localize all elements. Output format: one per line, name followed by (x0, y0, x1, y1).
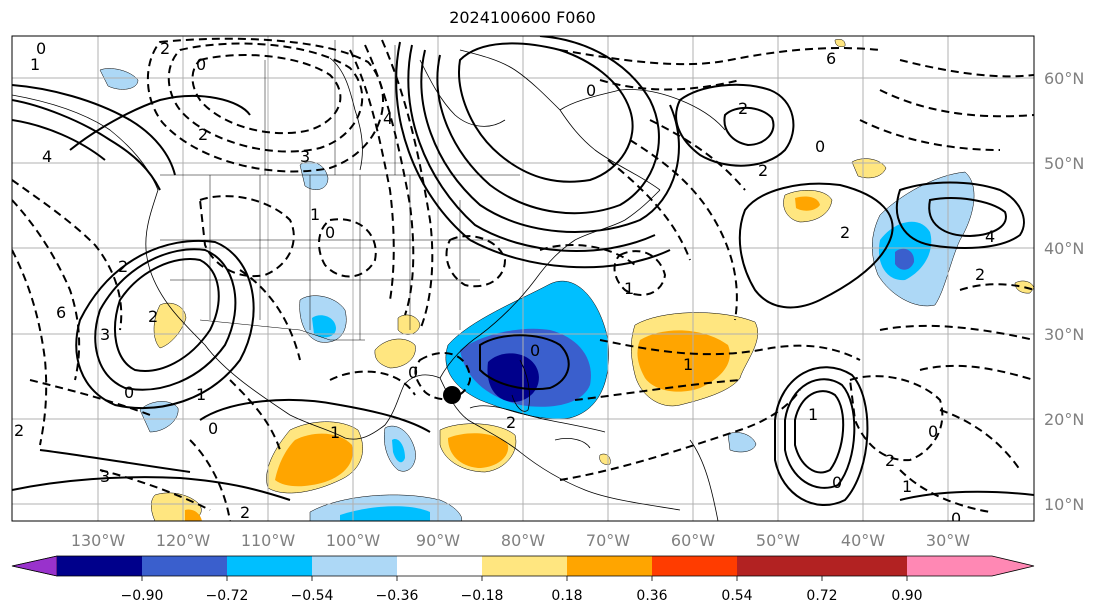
colorbar-segment (57, 556, 142, 576)
contour-label: 0 (36, 39, 46, 58)
colorbar-segment (227, 556, 312, 576)
latitude-label: 60°N (1044, 69, 1084, 88)
colorbar-segment (822, 556, 907, 576)
map-title: 2024100600 F060 (449, 8, 596, 27)
colorbar-tick-label: 0.54 (721, 588, 752, 604)
longitude-label: 110°W (241, 531, 296, 550)
longitude-label: 80°W (501, 531, 545, 550)
longitude-label: 30°W (926, 531, 970, 550)
colorbar-tick-label: 0.72 (806, 588, 837, 604)
contour-label: 0 (208, 419, 218, 438)
contour-label: 2 (118, 257, 128, 276)
contour-label: 4 (985, 227, 995, 246)
contour-label: 2 (198, 125, 208, 144)
map-border (11, 35, 1035, 522)
contour-label: 6 (826, 49, 836, 68)
contour-label: 3 (100, 325, 110, 344)
contour-label: 1 (330, 423, 340, 442)
colorbar-tick-label: −0.72 (206, 588, 249, 604)
contour-label: 0 (196, 55, 206, 74)
contour-label: 1 (683, 355, 693, 374)
shaded-anomalies (99, 39, 1034, 521)
contour-label: 6 (56, 303, 66, 322)
longitude-label: 90°W (416, 531, 460, 550)
latitude-label: 50°N (1044, 154, 1084, 173)
contour-labels: 0 2 1 4 2 1 0 3 4 2 6 3 2 0 1 2 3 0 2 1 … (14, 39, 995, 528)
contour-label: 2 (840, 223, 850, 242)
longitude-label: 60°W (671, 531, 715, 550)
longitude-label: 50°W (756, 531, 800, 550)
colorbar-extend-low (11, 555, 58, 577)
colorbar-tick-label: −0.90 (121, 588, 164, 604)
contour-label: 2 (975, 265, 985, 284)
latitude-label: 20°N (1044, 410, 1084, 429)
political-borders (160, 40, 520, 341)
latitude-axis: 60°N 50°N 40°N 30°N 20°N 10°N (1044, 69, 1084, 514)
contour-label: 0 (124, 383, 134, 402)
latitude-label: 40°N (1044, 239, 1084, 258)
contour-label: 2 (506, 413, 516, 432)
contour-label: 4 (42, 147, 52, 166)
contour-label: 0 (832, 473, 842, 492)
contour-label: 1 (808, 405, 818, 424)
contour-label: 4 (383, 109, 393, 128)
colorbar-tick-label: 0.90 (891, 588, 922, 604)
contour-label: 2 (14, 421, 24, 440)
colorbar-segment (567, 556, 652, 576)
longitude-label: 120°W (156, 531, 211, 550)
contour-label: 1 (902, 477, 912, 496)
coastlines (12, 49, 726, 521)
contour-label: 0 (325, 223, 335, 242)
colorbar-segment (482, 556, 567, 576)
colorbar-tick-label: −0.36 (376, 588, 419, 604)
colorbar-tick-label: −0.18 (461, 588, 504, 604)
contour-label: 1 (624, 279, 634, 298)
colorbar-segment (312, 556, 397, 576)
contour-label: 0 (928, 422, 938, 441)
contour-label: 1 (30, 55, 40, 74)
contour-label: 3 (300, 147, 310, 166)
contour-label: 0 (815, 137, 825, 156)
contour-label: 2 (738, 99, 748, 118)
longitude-label: 70°W (586, 531, 630, 550)
contour-label: 2 (148, 307, 158, 326)
longitude-label: 40°W (841, 531, 885, 550)
storm-center-marker (443, 386, 461, 404)
latitude-label: 30°N (1044, 325, 1084, 344)
colorbar-ticks (141, 576, 908, 581)
dashed-contours (12, 37, 1034, 521)
contour-label: 2 (758, 161, 768, 180)
contour-label: 1 (310, 205, 320, 224)
colorbar-tick-label: 0.18 (551, 588, 582, 604)
contour-label: 2 (885, 451, 895, 470)
colorbar: −0.90 −0.72 −0.54 −0.36 −0.18 0.18 0.36 … (11, 555, 1035, 604)
contour-label: 2 (160, 39, 170, 58)
colorbar-outline (11, 555, 1035, 577)
colorbar-tick-label: −0.54 (291, 588, 334, 604)
contour-label: 0 (586, 81, 596, 100)
solid-contours (12, 36, 1034, 506)
contour-label: 0 (530, 341, 540, 360)
colorbar-segment (737, 556, 822, 576)
colorbar-segment (397, 556, 482, 576)
contour-label: 1 (196, 385, 206, 404)
longitude-label: 100°W (326, 531, 381, 550)
contour-label: 3 (100, 467, 110, 486)
graticule (12, 36, 1034, 521)
longitude-axis: 130°W 120°W 110°W 100°W 90°W 80°W 70°W 6… (71, 531, 970, 550)
contour-label: 0 (951, 509, 961, 528)
longitude-label: 130°W (71, 531, 126, 550)
contour-label: 0 (408, 363, 418, 382)
colorbar-segment (652, 556, 737, 576)
colorbar-tick-label: 0.36 (636, 588, 667, 604)
colorbar-segment (142, 556, 227, 576)
contour-label: 2 (240, 503, 250, 522)
latitude-label: 10°N (1044, 495, 1084, 514)
